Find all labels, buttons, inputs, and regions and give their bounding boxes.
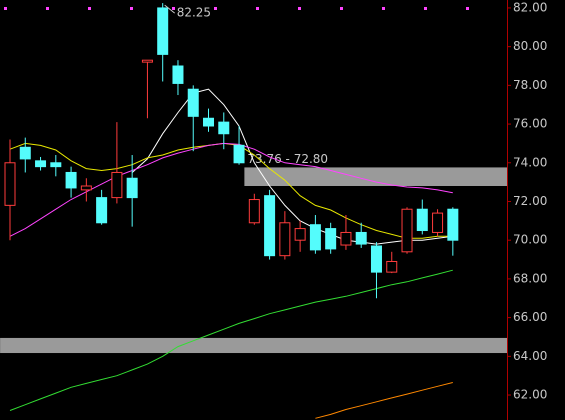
candle-body (50, 162, 62, 168)
zone-label: 73.76 - 72.80 (247, 152, 328, 166)
candle-body (447, 208, 459, 241)
candle-body (309, 224, 321, 251)
candle-body (19, 146, 31, 160)
candle-body (203, 117, 215, 127)
candle-body (172, 65, 184, 84)
candle-body (141, 59, 153, 63)
y-tick-label: 76.00 (513, 117, 547, 131)
candle-body (325, 228, 337, 250)
moving-average-line (315, 382, 453, 419)
candle-body (432, 212, 444, 233)
y-tick-label: 66.00 (513, 310, 547, 324)
y-tick-label: 78.00 (513, 78, 547, 92)
high-label: 82.25 (177, 6, 211, 20)
y-tick-label: 80.00 (513, 39, 547, 53)
price-zone (244, 167, 507, 186)
candle-body (233, 144, 245, 164)
candle-body (126, 177, 138, 199)
candle-body (370, 245, 382, 273)
price-zone (0, 337, 508, 354)
candle-body (65, 171, 77, 189)
high-pointer (164, 4, 176, 14)
y-tick-label: 70.00 (513, 233, 547, 247)
candle-body (264, 195, 276, 257)
y-tick-label: 62.00 (513, 388, 547, 402)
y-tick-label: 72.00 (513, 194, 547, 208)
candle-body (96, 197, 108, 224)
candle-body (35, 160, 47, 168)
candle-body (279, 222, 291, 257)
top-dots (4, 7, 469, 10)
candle-body (4, 162, 16, 206)
candle-body (187, 88, 199, 117)
candle-body (157, 7, 169, 55)
y-tick-label: 64.00 (513, 349, 547, 363)
candle-body (355, 231, 367, 245)
candle-body (401, 208, 413, 253)
y-tick-label: 68.00 (513, 271, 547, 285)
candle-body (218, 121, 230, 135)
candle-body (80, 185, 92, 191)
moving-average-line (9, 142, 453, 237)
moving-average-line (131, 88, 453, 245)
candle-body (340, 231, 352, 246)
candle-body (248, 199, 260, 224)
moving-average-line (9, 269, 453, 411)
y-tick-label: 74.00 (513, 155, 547, 169)
candle-body (294, 228, 306, 241)
candle-body (416, 208, 428, 232)
y-tick-label: 82.00 (513, 0, 547, 14)
candle-body (111, 171, 123, 199)
candle-body (386, 260, 398, 273)
